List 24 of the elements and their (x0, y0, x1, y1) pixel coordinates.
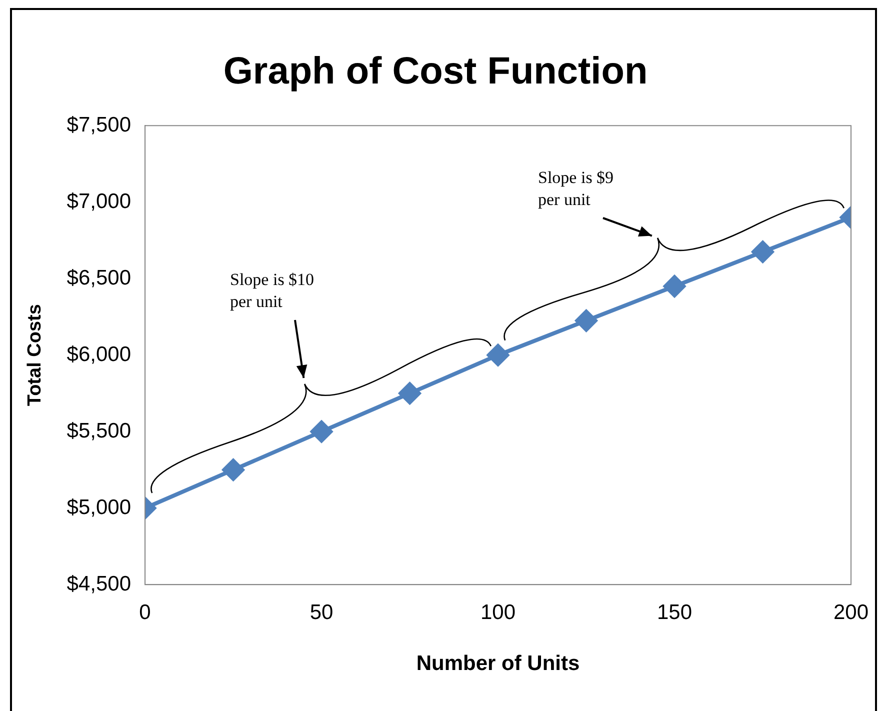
point (575, 310, 598, 332)
point (222, 458, 244, 481)
y-axis-title: Total Costs (24, 304, 46, 406)
annotation: Slope is $9 per unit (538, 168, 614, 209)
point (487, 344, 510, 366)
point (310, 420, 333, 443)
point (398, 382, 421, 404)
x-tick-label: 150 (656, 600, 692, 624)
annotation: Slope is $10 per unit (230, 270, 314, 311)
y-tick-label: $6,500 (66, 266, 132, 290)
x-tick-label: 200 (833, 600, 869, 624)
point (752, 240, 774, 263)
point (664, 275, 686, 298)
y-tick-label: $7,500 (66, 113, 132, 136)
y-tick-label: $4,500 (66, 572, 132, 596)
chart-title: Graph of Cost Function (223, 50, 648, 92)
y-tick-label: $5,000 (66, 496, 132, 519)
y-tick-label: $6,000 (66, 342, 132, 366)
x-axis-title: Number of Units (416, 652, 580, 676)
x-tick-label: 50 (310, 600, 334, 624)
y-tick-label: $5,500 (66, 419, 132, 442)
x-tick-label: 0 (139, 600, 151, 624)
x-tick-label: 100 (480, 600, 516, 624)
y-tick-label: $7,000 (66, 190, 132, 213)
